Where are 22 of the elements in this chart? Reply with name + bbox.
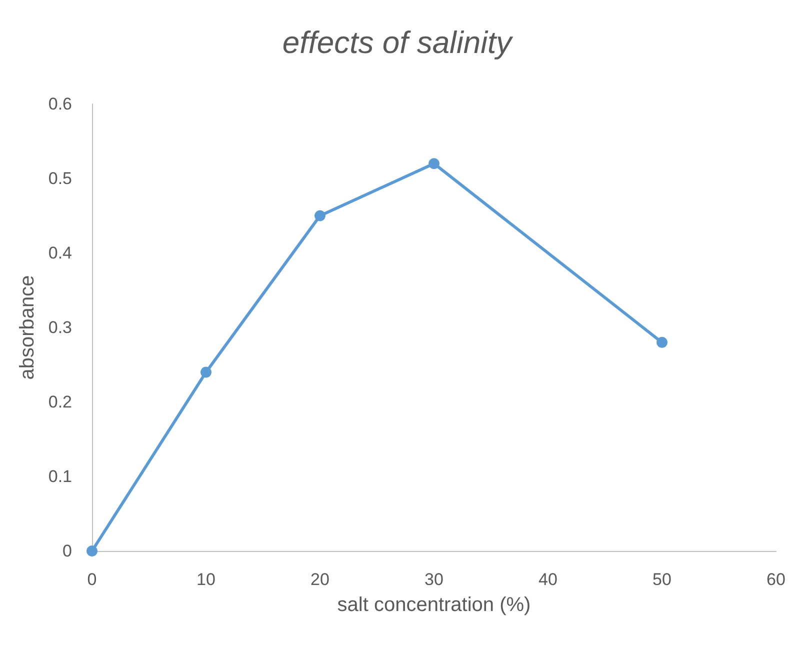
y-tick-label: 0.1 (48, 467, 72, 486)
x-tick-label: 10 (196, 570, 216, 589)
y-tick-label: 0.2 (48, 392, 72, 412)
y-tick-label: 0.4 (48, 244, 72, 262)
y-tick-label: 0 (62, 542, 72, 560)
point (86, 546, 98, 556)
y-tick-label: 0.6 (48, 94, 72, 114)
x-tick-label: 0 (87, 570, 97, 589)
point (656, 336, 668, 348)
y-axis-title: absorbance (16, 275, 38, 380)
x-tick-label: 60 (766, 570, 786, 589)
x-tick-label: 30 (424, 570, 444, 589)
point (428, 158, 440, 170)
chart-title: effects of salinity (282, 25, 514, 60)
x-tick-label: 20 (310, 570, 330, 589)
x-tick-label: 40 (538, 570, 558, 589)
point (200, 366, 212, 378)
x-tick-label: 50 (652, 570, 672, 589)
y-tick-label: 0.5 (48, 169, 72, 188)
y-tick-label: 0.3 (48, 318, 72, 337)
point (314, 210, 326, 222)
x-axis-title: salt concentration (%) (337, 594, 531, 616)
